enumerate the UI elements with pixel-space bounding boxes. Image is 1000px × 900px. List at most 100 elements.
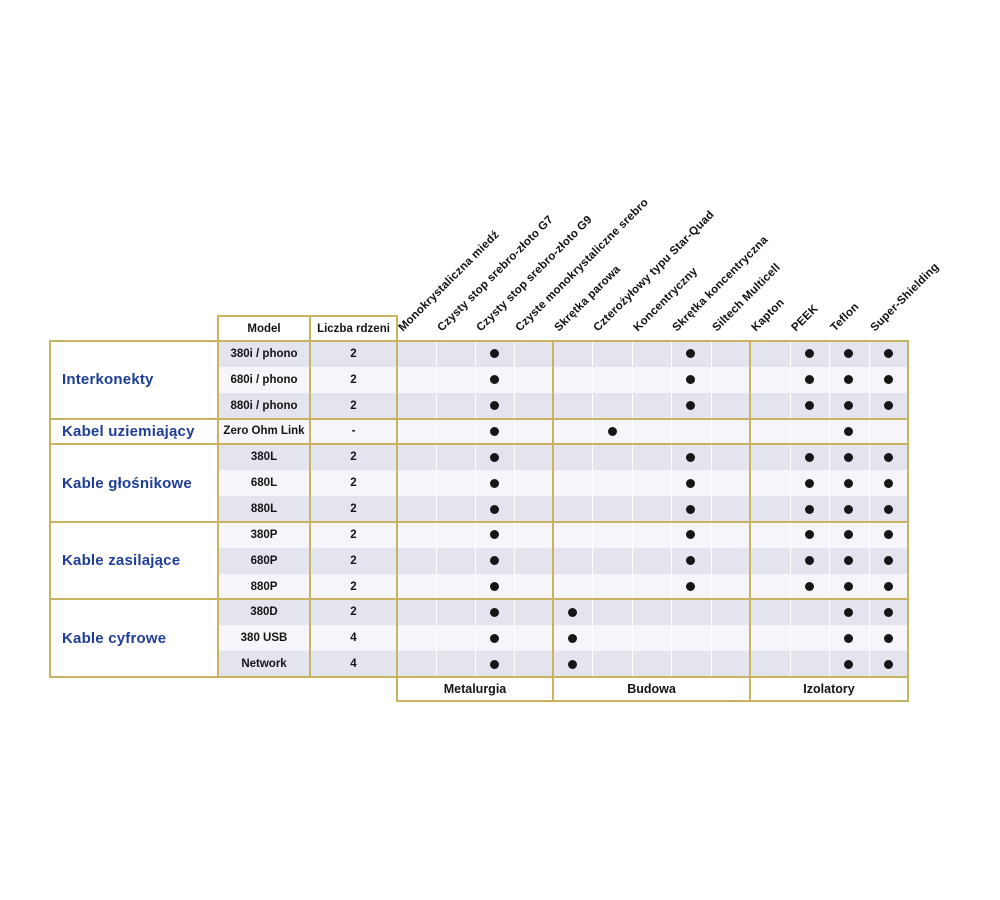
matrix-group-frame [396,340,554,420]
matrix-group-frame [396,417,554,446]
model-cell: 380L [218,444,310,470]
model-cell: 680i / phono [218,367,310,393]
feature-dot [490,556,499,566]
feature-dot [844,659,854,669]
feature-dot [490,426,499,436]
group-footer: Metalurgia [396,676,554,702]
model-cell: 880i / phono [218,393,310,419]
category-block: Kabel uziemiający [49,417,219,446]
feature-dot [844,633,854,643]
cores-label: 2 [350,477,357,490]
feature-dot [686,375,696,385]
row-stripe [218,418,908,445]
feature-dot [883,375,893,385]
category-label: Kable cyfrowe [62,629,167,647]
model-label: 680i / phono [230,373,298,386]
model-label: 380 USB [240,632,288,645]
column-separator [671,341,673,677]
model-cell: 380 USB [218,625,310,651]
model-cell: 380P [218,522,310,548]
model-header: Model [217,315,311,342]
model-label: 880L [250,502,278,515]
matrix-group-frame [396,520,554,601]
feature-dot [844,607,854,617]
row-stripe [218,341,908,367]
model-label: 380P [250,528,278,541]
cores-label: 2 [350,399,357,412]
cores-cell: 4 [310,625,397,651]
feature-dot [883,582,893,592]
category-block: Kable głośnikowe [49,443,219,523]
row-stripe [218,496,908,522]
feature-dot [568,659,578,669]
feature-dot [490,349,499,359]
category-block: Kable cyfrowe [49,598,219,678]
cores-label: 2 [350,347,357,360]
group-footer-label: Metalurgia [443,682,507,696]
feature-dot [844,556,854,566]
feature-dot [883,633,893,643]
cores-label: 2 [350,528,357,541]
category-label: Kabel uziemiający [62,422,195,440]
matrix-group-frame [552,520,751,601]
feature-dot [804,375,814,385]
cores-cell: 4 [310,651,397,677]
cores-label: 2 [350,451,357,464]
feature-dot [804,401,814,411]
feature-dot [490,659,499,669]
feature-dot [883,530,893,540]
column-header-label: PEEK [789,302,821,334]
model-cell: 380D [218,599,310,625]
feature-dot [686,556,696,566]
model-cell: Network [218,651,310,677]
feature-dot [844,349,854,359]
matrix-group-frame [552,340,751,420]
feature-dot [686,504,696,514]
category-block: Interkonekty [49,340,219,420]
feature-dot [883,556,893,566]
matrix-group-frame [396,443,554,523]
column-separator [868,341,870,677]
feature-dot [804,556,814,566]
feature-dot [686,452,696,462]
row-stripe [218,625,908,652]
feature-dot [844,452,854,462]
cores-label: 2 [350,580,357,593]
feature-dot [686,530,696,540]
feature-dot [883,349,893,359]
column-separator [829,341,830,677]
feature-dot [844,504,854,514]
row-stripe [218,392,908,419]
model-cell: Zero Ohm Link [218,419,310,445]
cores-label: 2 [350,502,357,515]
matrix-group-frame [749,417,909,446]
model-cell: 680L [218,470,310,496]
model-label: 680L [250,477,278,490]
feature-dot [804,504,814,514]
model-label: 380L [250,451,278,464]
group-footer: Budowa [552,676,751,702]
feature-dot [883,452,893,462]
feature-dot [804,452,814,462]
cores-cell: 2 [310,496,397,522]
feature-dot [883,478,893,488]
column-header-label: Kapton [749,296,787,334]
feature-dot [844,426,854,436]
cores-cell: 2 [310,522,397,548]
feature-dot [686,478,696,488]
cores-label: 4 [350,632,357,645]
feature-dot [490,478,499,488]
cores-label: 2 [350,554,357,567]
column-separator [789,341,791,677]
feature-dot [568,607,578,617]
category-label: Interkonekty [62,371,154,389]
cores-cell: 2 [310,444,397,470]
matrix-group-frame [552,417,751,446]
model-label: Network [241,658,287,671]
cores-cell: 2 [310,574,397,600]
cores-cell: - [310,419,397,445]
cores-cell: 2 [310,548,397,574]
feature-dot [844,582,854,592]
row-stripe [218,547,908,574]
cores-label: 4 [350,658,357,671]
